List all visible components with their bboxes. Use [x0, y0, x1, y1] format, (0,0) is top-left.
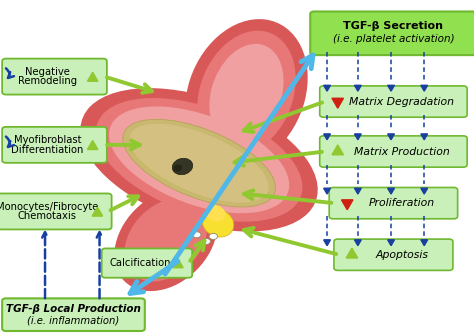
FancyBboxPatch shape — [2, 127, 107, 163]
Ellipse shape — [123, 119, 275, 207]
Text: Matrix Degradation: Matrix Degradation — [349, 97, 455, 107]
Polygon shape — [346, 248, 358, 258]
FancyBboxPatch shape — [319, 86, 467, 117]
Circle shape — [209, 233, 218, 239]
Text: Matrix Production: Matrix Production — [354, 147, 450, 157]
Ellipse shape — [125, 198, 207, 281]
Polygon shape — [421, 240, 428, 246]
Polygon shape — [324, 240, 330, 246]
Text: (i.e. inflammation): (i.e. inflammation) — [27, 315, 119, 325]
FancyBboxPatch shape — [0, 193, 111, 229]
Ellipse shape — [172, 158, 193, 175]
Text: Monocytes/Fibrocyte: Monocytes/Fibrocyte — [0, 202, 99, 212]
Text: Remodeling: Remodeling — [18, 76, 77, 86]
FancyBboxPatch shape — [310, 11, 474, 55]
Polygon shape — [324, 134, 330, 140]
Ellipse shape — [185, 19, 308, 167]
Polygon shape — [388, 240, 394, 246]
Polygon shape — [388, 134, 394, 140]
Polygon shape — [388, 85, 394, 91]
Polygon shape — [324, 85, 330, 91]
Text: Proliferation: Proliferation — [369, 198, 435, 208]
Polygon shape — [92, 207, 102, 216]
Text: TGF-β Secretion: TGF-β Secretion — [344, 21, 443, 31]
Ellipse shape — [210, 44, 283, 143]
Ellipse shape — [114, 188, 218, 291]
Ellipse shape — [96, 98, 302, 222]
FancyBboxPatch shape — [101, 248, 192, 278]
Polygon shape — [355, 85, 361, 91]
Ellipse shape — [173, 165, 182, 172]
FancyBboxPatch shape — [2, 59, 107, 95]
Polygon shape — [355, 188, 361, 194]
Polygon shape — [87, 72, 98, 81]
Circle shape — [192, 232, 201, 238]
Polygon shape — [87, 141, 98, 150]
Text: Apoptosis: Apoptosis — [375, 250, 428, 260]
Polygon shape — [355, 240, 361, 246]
Polygon shape — [421, 134, 428, 140]
Polygon shape — [173, 259, 183, 268]
Ellipse shape — [202, 209, 234, 237]
Polygon shape — [332, 145, 344, 155]
FancyBboxPatch shape — [329, 187, 457, 219]
Text: TGF-β Local Production: TGF-β Local Production — [6, 304, 141, 314]
Ellipse shape — [109, 107, 289, 213]
Polygon shape — [355, 134, 361, 140]
Text: Differentiation: Differentiation — [11, 145, 83, 155]
Text: (i.e. platelet activation): (i.e. platelet activation) — [333, 34, 454, 44]
Text: Negative: Negative — [25, 67, 70, 77]
Polygon shape — [341, 200, 353, 210]
Text: Myofibroblast: Myofibroblast — [14, 135, 81, 145]
Ellipse shape — [206, 205, 226, 221]
Ellipse shape — [129, 127, 264, 203]
FancyBboxPatch shape — [2, 298, 145, 331]
Polygon shape — [421, 188, 428, 194]
Circle shape — [202, 238, 210, 244]
Text: Chemotaxis: Chemotaxis — [18, 211, 77, 221]
Text: Calcification: Calcification — [109, 258, 171, 268]
FancyBboxPatch shape — [334, 239, 453, 270]
Ellipse shape — [197, 31, 296, 156]
Polygon shape — [332, 98, 344, 108]
Polygon shape — [324, 188, 330, 194]
Ellipse shape — [81, 88, 318, 231]
Polygon shape — [388, 188, 394, 194]
FancyBboxPatch shape — [319, 136, 467, 167]
Polygon shape — [421, 85, 428, 91]
Ellipse shape — [129, 124, 269, 202]
